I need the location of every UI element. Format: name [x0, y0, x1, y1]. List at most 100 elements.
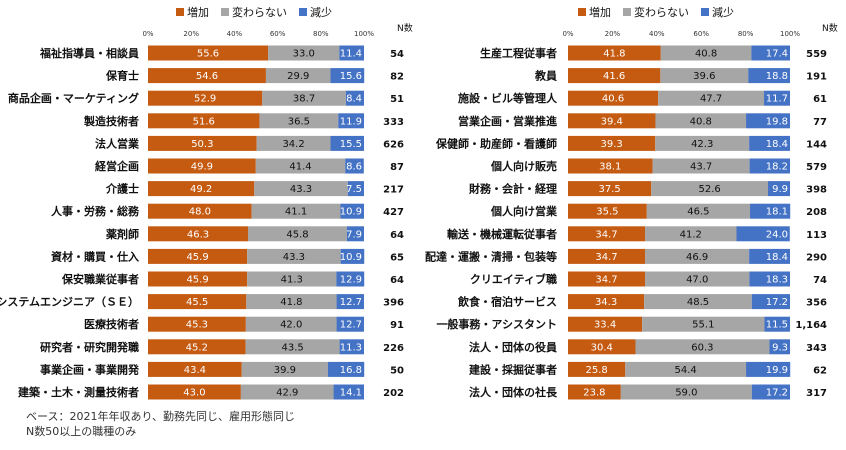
bar-0-12-0 — [148, 316, 246, 332]
n-value-0-4: 626 — [383, 139, 404, 150]
data-label-0-4-0: 50.3 — [191, 139, 213, 150]
data-label-0-2-1: 38.7 — [293, 94, 315, 105]
bar-0-11-2 — [336, 294, 364, 310]
data-label-0-9-2: 10.9 — [340, 252, 362, 263]
bar-0-0-1 — [268, 45, 340, 61]
data-label-1-5-0: 38.1 — [599, 162, 621, 173]
data-label-1-14-2: 19.9 — [766, 365, 788, 376]
bar-0-6-0 — [148, 181, 255, 197]
category-label-0-15: 建築・土木・測量技術者 — [18, 385, 139, 399]
bar-1-5-1 — [652, 158, 750, 174]
n-header-0: N数 — [397, 22, 413, 34]
data-label-0-7-1: 41.1 — [285, 207, 307, 218]
x-tick-1-2: 40% — [649, 30, 665, 38]
bar-0-8-1 — [248, 226, 347, 242]
data-label-1-15-1: 59.0 — [675, 388, 697, 399]
bar-0-13-1 — [245, 339, 340, 355]
n-value-1-2: 61 — [813, 94, 827, 105]
legend-label-0-2: 減少 — [310, 5, 332, 19]
category-label-1-9: 配達・運搬・清掃・包装等 — [425, 249, 557, 263]
bar-1-3-1 — [655, 113, 747, 129]
category-label-1-3: 営業企画・営業推進 — [458, 114, 558, 128]
n-value-1-4: 144 — [806, 139, 827, 150]
data-label-1-6-1: 52.6 — [699, 184, 721, 195]
bar-0-1-0 — [148, 68, 266, 84]
bar-1-8-2 — [736, 226, 790, 242]
x-tick-1-5: 100% — [780, 30, 800, 38]
bar-0-6-1 — [254, 181, 348, 197]
data-label-0-9-0: 45.9 — [186, 252, 208, 263]
data-label-1-14-0: 25.8 — [586, 365, 608, 376]
category-label-0-7: 人事・労務・総務 — [51, 204, 140, 218]
n-value-1-11: 356 — [806, 298, 827, 309]
data-label-0-5-2: 8.6 — [346, 162, 362, 173]
data-label-1-3-1: 40.8 — [690, 116, 712, 127]
n-value-0-3: 333 — [383, 117, 404, 128]
data-label-1-3-2: 19.8 — [766, 116, 788, 127]
bar-0-4-1 — [256, 135, 331, 151]
data-label-1-3-0: 39.4 — [601, 116, 623, 127]
bar-1-13-0 — [568, 339, 636, 355]
bar-0-8-2 — [346, 226, 364, 242]
bar-1-15-0 — [568, 384, 621, 400]
data-label-1-10-1: 47.0 — [686, 275, 708, 286]
x-tick-1-0: 0% — [562, 30, 573, 38]
bar-1-10-2 — [749, 271, 790, 287]
data-label-1-7-0: 35.5 — [596, 207, 618, 218]
data-label-0-8-2: 7.9 — [346, 229, 362, 240]
category-label-1-4: 保健師・助産師・看護師 — [435, 136, 557, 150]
bar-1-3-0 — [568, 113, 656, 129]
bar-1-0-0 — [568, 45, 661, 61]
category-label-1-6: 財務・会計・経理 — [468, 182, 557, 196]
data-label-1-12-2: 11.5 — [766, 320, 788, 331]
n-value-0-9: 65 — [390, 252, 404, 263]
bar-0-5-1 — [255, 158, 346, 174]
x-tick-0-3: 60% — [270, 30, 286, 38]
data-label-0-3-2: 11.9 — [340, 116, 362, 127]
data-label-0-11-1: 41.8 — [280, 297, 302, 308]
legend-label-0-1: 変わらない — [232, 5, 287, 19]
category-label-0-0: 福祉指導員・相談員 — [39, 46, 139, 60]
bar-1-3-2 — [746, 113, 790, 129]
data-label-0-2-2: 8.4 — [346, 94, 362, 105]
bar-1-7-0 — [568, 203, 647, 219]
n-value-1-9: 290 — [806, 252, 827, 263]
x-tick-0-1: 20% — [183, 30, 199, 38]
bar-0-4-2 — [330, 135, 364, 151]
data-label-0-0-2: 11.4 — [340, 49, 362, 60]
n-value-1-6: 398 — [806, 185, 827, 196]
data-label-1-12-0: 33.4 — [594, 320, 616, 331]
data-label-0-13-2: 11.3 — [340, 342, 362, 353]
bar-0-15-1 — [240, 384, 334, 400]
bar-1-15-2 — [751, 384, 790, 400]
bar-0-7-0 — [148, 203, 252, 219]
bar-1-14-1 — [625, 361, 747, 377]
data-label-1-5-2: 18.2 — [766, 162, 788, 173]
data-label-0-10-0: 45.9 — [186, 275, 208, 286]
bar-0-13-0 — [148, 339, 246, 355]
bar-0-9-0 — [148, 248, 248, 264]
bar-0-4-0 — [148, 135, 257, 151]
data-label-0-1-1: 29.9 — [287, 71, 309, 82]
bar-0-15-2 — [333, 384, 364, 400]
bar-1-9-2 — [749, 248, 790, 264]
category-label-0-13: 研究者・研究開発職 — [40, 340, 139, 354]
bar-1-15-1 — [620, 384, 752, 400]
data-label-0-10-1: 41.3 — [281, 275, 303, 286]
data-label-1-8-1: 41.2 — [680, 229, 702, 240]
category-label-0-6: 介護士 — [105, 182, 139, 196]
bar-1-13-1 — [635, 339, 770, 355]
data-label-0-12-2: 12.7 — [340, 320, 362, 331]
category-label-0-8: 薬剤師 — [106, 227, 139, 241]
bar-0-2-0 — [148, 90, 263, 106]
bar-0-9-1 — [247, 248, 341, 264]
data-label-1-9-1: 46.9 — [686, 252, 708, 263]
bar-0-2-1 — [262, 90, 346, 106]
bar-0-3-1 — [259, 113, 339, 129]
data-label-0-11-2: 12.7 — [340, 297, 362, 308]
bar-0-1-2 — [330, 68, 365, 84]
bar-0-3-0 — [148, 113, 260, 129]
legend-label-0-0: 増加 — [187, 6, 209, 19]
n-value-0-6: 217 — [383, 185, 404, 196]
data-label-1-6-0: 37.5 — [598, 184, 620, 195]
